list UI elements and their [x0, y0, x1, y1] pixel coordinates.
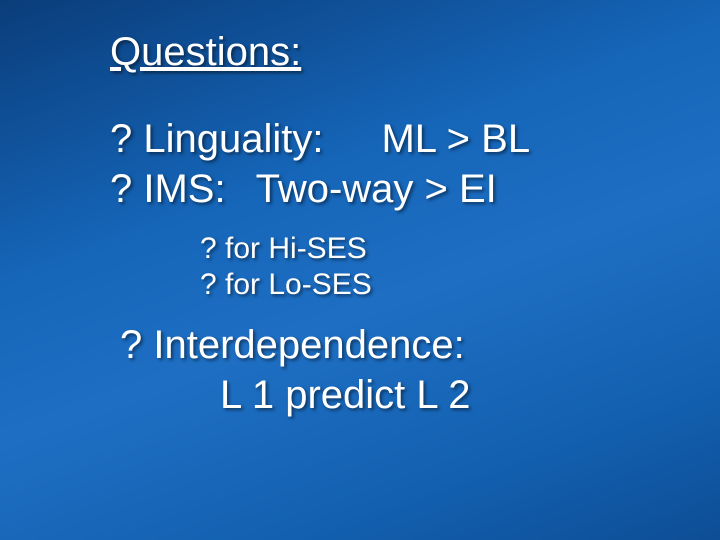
line-l1-l2: L 1 predict L 2 [220, 371, 720, 419]
sub-lo-ses: ? for Lo-SES [200, 267, 720, 303]
sub-hi-ses: ? for Hi-SES [200, 231, 720, 267]
line-ims-value: Two-way > EI [256, 167, 497, 211]
slide-title: Questions: [110, 30, 720, 75]
line-ims: ? IMS: Two-way > EI [110, 165, 720, 213]
line-linguality-value: ML > BL [381, 117, 530, 161]
line-interdependence: ? Interdependence: [120, 321, 720, 369]
line-linguality-label: ? Linguality: [110, 117, 323, 161]
line-linguality: ? Linguality: ML > BL [110, 115, 720, 163]
slide-container: Questions: ? Linguality: ML > BL ? IMS: Tw… [0, 0, 720, 540]
line-ims-label: ? IMS: [110, 167, 226, 211]
